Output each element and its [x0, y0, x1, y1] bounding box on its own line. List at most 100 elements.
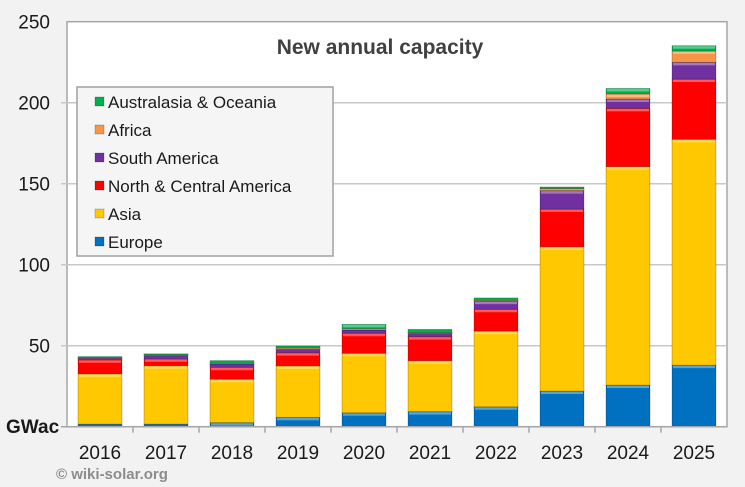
bar-highlight — [277, 417, 319, 421]
legend-swatch — [94, 236, 105, 247]
bar-highlight — [145, 359, 187, 362]
bar-segment-asia-2017 — [143, 365, 189, 425]
bar-segment-australasia-oceania-2016 — [77, 356, 123, 359]
x-tick-label: 2020 — [343, 443, 385, 464]
x-tick-label: 2021 — [409, 443, 451, 464]
legend-swatch — [94, 96, 105, 107]
bar-segment-europe-2023 — [539, 390, 585, 428]
x-tick-label: 2019 — [277, 443, 319, 464]
x-tick-label: 2023 — [541, 443, 583, 464]
bar-segment-south-america-2021 — [407, 332, 453, 338]
bar-highlight — [673, 46, 715, 49]
bar-highlight — [145, 366, 187, 369]
bar-stack-2024 — [605, 88, 651, 428]
x-tick-label: 2024 — [607, 443, 650, 464]
bar-segment-south-america-2020 — [341, 329, 387, 334]
bar-stack-2020 — [341, 323, 387, 428]
bar-segment-asia-2018 — [209, 378, 255, 424]
bar-stack-2019 — [275, 345, 321, 428]
bar-highlight — [475, 301, 517, 305]
bar-segment-australasia-oceania-2022 — [473, 297, 519, 301]
bar-highlight — [79, 360, 121, 363]
bar-segment-europe-2025 — [671, 364, 717, 428]
bar-highlight — [79, 374, 121, 377]
bar-highlight — [673, 62, 715, 66]
bar-segment-north-central-america-2022 — [473, 308, 519, 332]
legend-item: Europe — [94, 233, 163, 252]
chart-title: New annual capacity — [277, 36, 484, 59]
legend-label: North & Central America — [108, 177, 292, 196]
bar-highlight — [343, 353, 385, 357]
legend-box — [76, 86, 334, 257]
bar-highlight — [211, 423, 253, 426]
bar-segment-north-central-america-2020 — [341, 332, 387, 354]
legend-label: Australasia & Oceania — [108, 93, 277, 112]
bar-highlight — [409, 412, 451, 415]
bar-highlight — [541, 191, 583, 194]
bar-stack-2025 — [671, 45, 717, 428]
bar-highlight — [673, 365, 715, 369]
bar-highlight — [673, 139, 715, 143]
x-tick-label: 2022 — [475, 443, 517, 464]
y-tick-label: 250 — [18, 13, 50, 34]
bar-stack-2016 — [77, 356, 123, 428]
y-tick-label: 150 — [18, 175, 50, 196]
y-tick-label: 200 — [18, 94, 50, 115]
bar-segment-asia-2016 — [77, 373, 123, 425]
bar-segment-north-central-america-2024 — [605, 107, 651, 168]
bar-segment-australasia-oceania-2023 — [539, 186, 585, 189]
bar-highlight — [409, 337, 451, 340]
bar-highlight — [475, 407, 517, 410]
legend-item: Australasia & Oceania — [94, 93, 277, 112]
bar-segment-europe-2024 — [605, 384, 651, 428]
bar-segment-australasia-oceania-2019 — [275, 345, 321, 349]
legend-item: South America — [94, 149, 219, 168]
bar-highlight — [211, 379, 253, 383]
bar-highlight — [343, 324, 385, 328]
bar-stack-2023 — [539, 186, 585, 428]
copyright-watermark: © wiki-solar.org — [56, 466, 168, 483]
bar-highlight — [343, 413, 385, 416]
legend: Australasia & Oceania Africa South America… — [76, 86, 334, 257]
legend-swatch — [94, 124, 105, 135]
bar-segment-asia-2023 — [539, 246, 585, 392]
bar-highlight — [607, 88, 649, 92]
bar-segment-asia-2025 — [671, 138, 717, 366]
legend-label: Africa — [108, 121, 152, 140]
bar-segment-africa-2017 — [143, 354, 189, 356]
bar-highlight — [409, 361, 451, 364]
bar-highlight — [277, 366, 319, 369]
legend-label: Europe — [108, 233, 163, 252]
bar-segment-asia-2022 — [473, 330, 519, 408]
bar-highlight — [343, 333, 385, 337]
bar-segment-north-central-america-2021 — [407, 336, 453, 362]
bar-highlight — [541, 247, 583, 250]
bar-highlight — [607, 108, 649, 112]
bar-highlight — [607, 94, 649, 97]
bar-stack-2021 — [407, 328, 453, 428]
legend-swatch — [94, 208, 105, 219]
bar-segment-australasia-oceania-2024 — [605, 88, 651, 95]
bar-segment-australasia-oceania-2018 — [209, 360, 255, 364]
bar-segment-asia-2024 — [605, 166, 651, 386]
bar-segment-south-america-2019 — [275, 349, 321, 354]
x-tick-label: 2017 — [145, 443, 187, 464]
bar-segment-asia-2020 — [341, 352, 387, 414]
bar-segment-australasia-oceania-2025 — [671, 45, 717, 52]
bar-highlight — [673, 79, 715, 83]
legend-label: South America — [108, 149, 219, 168]
bar-stack-2022 — [473, 297, 519, 428]
legend-label: Asia — [108, 205, 142, 224]
bar-highlight — [607, 99, 649, 102]
legend-item: Africa — [94, 121, 152, 140]
legend-item: Asia — [94, 205, 142, 224]
y-tick-label: 100 — [18, 256, 50, 277]
bar-segment-south-america-2018 — [209, 363, 255, 368]
bar-highlight — [607, 385, 649, 389]
x-tick-label: 2018 — [211, 443, 253, 464]
legend-swatch — [94, 152, 105, 163]
x-tick-label: 2025 — [673, 443, 715, 464]
bar-segment-asia-2021 — [407, 360, 453, 413]
bar-stack-2017 — [143, 353, 189, 428]
